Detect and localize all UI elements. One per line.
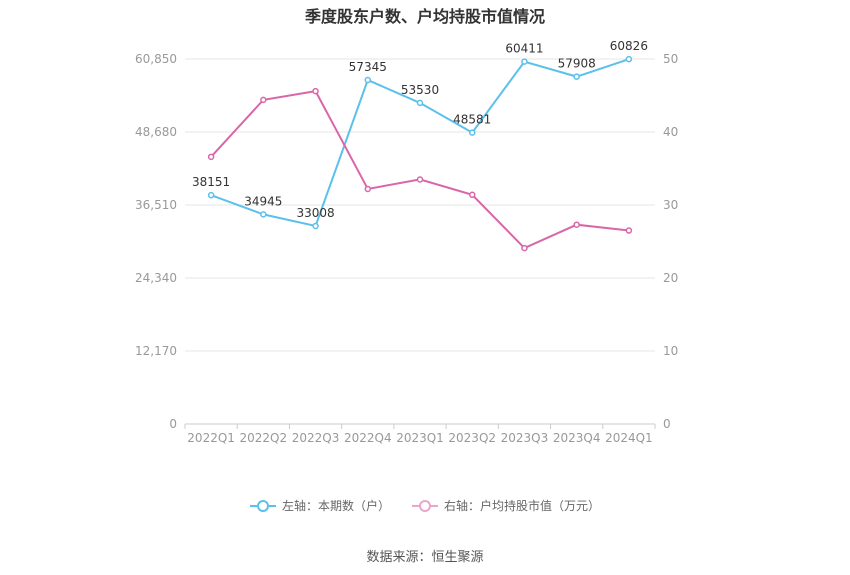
data-label: 60411 [505,42,543,56]
x-tick-label: 2023Q4 [553,431,601,445]
data-label: 48581 [453,113,491,127]
legend-label-left-series: 左轴：本期数（户） [281,499,390,513]
x-tick-label: 2023Q2 [448,431,496,445]
data-point-left[interactable] [207,191,215,199]
right-tick-label: 40 [663,125,678,139]
grid-lines [185,58,655,425]
data-point-right[interactable] [625,227,633,234]
data-label: 60826 [610,39,648,53]
right-y-axis: 0 10 20 30 40 50 [663,52,678,431]
legend-swatch-pink-icon [412,499,438,512]
data-point-left[interactable] [468,129,476,136]
left-tick-label: 12,170 [135,344,177,358]
legend-item-right-series[interactable]: 右轴：户均持股市值（万元） [412,497,600,514]
x-tick-label: 2024Q1 [605,431,653,445]
data-labels: 38151 34945 33008 57345 53530 48581 60411 57908… [192,39,648,220]
data-point-right[interactable] [521,244,528,252]
series-line-right [210,90,630,250]
data-point-left[interactable] [260,211,267,218]
data-point-right[interactable] [364,185,372,193]
left-tick-label: 60,850 [135,52,177,66]
x-tick-label: 2022Q3 [292,431,340,445]
right-tick-label: 10 [663,344,678,358]
legend-swatch-blue-icon [249,499,276,512]
x-axis: 2022Q1 2022Q2 2022Q3 2022Q4 2023Q1 2023Q2 2023… [184,424,656,445]
data-point-left[interactable] [521,58,528,65]
right-tick-label: 0 [663,417,671,431]
data-point-left[interactable] [573,73,580,80]
data-source-note: 数据来源：恒生聚源 [366,550,484,565]
data-label: 33008 [296,206,334,220]
data-point-left[interactable] [312,222,319,230]
right-tick-label: 50 [663,52,678,66]
data-label: 57908 [558,57,596,71]
chart-title: 季度股东户数、户均持股市值情况 [304,7,545,26]
data-point-right[interactable] [207,153,215,161]
left-y-axis: 0 12,170 24,340 36,510 48,680 60,850 [135,52,177,431]
legend: 左轴：本期数（户） 右轴：户均持股市值（万元） [0,497,850,514]
data-point-left[interactable] [416,99,424,107]
data-point-right[interactable] [260,96,267,104]
left-tick-label: 48,680 [135,125,177,139]
data-point-left[interactable] [625,55,633,63]
left-tick-label: 24,340 [135,271,177,285]
right-tick-label: 30 [663,198,678,212]
legend-label-right-series: 右轴：户均持股市值（万元） [444,499,601,513]
series-lines [207,55,633,252]
x-tick-label: 2022Q2 [240,431,288,445]
data-label: 57345 [349,60,387,74]
data-label: 38151 [192,175,230,189]
data-point-right[interactable] [468,191,476,199]
legend-item-left-series[interactable]: 左轴：本期数（户） [249,497,390,514]
x-tick-label: 2023Q3 [501,431,549,445]
x-tick-label: 2023Q1 [396,431,444,445]
left-tick-label: 0 [169,417,177,431]
data-point-right[interactable] [416,176,424,183]
data-label: 53530 [401,83,439,97]
x-tick-label: 2022Q1 [187,431,235,445]
data-point-right[interactable] [312,87,319,95]
right-tick-label: 20 [663,271,678,285]
data-point-left[interactable] [364,76,372,84]
left-tick-label: 36,510 [135,198,177,212]
data-point-right[interactable] [573,221,580,228]
x-tick-label: 2022Q4 [344,431,392,445]
data-label: 34945 [244,194,282,208]
